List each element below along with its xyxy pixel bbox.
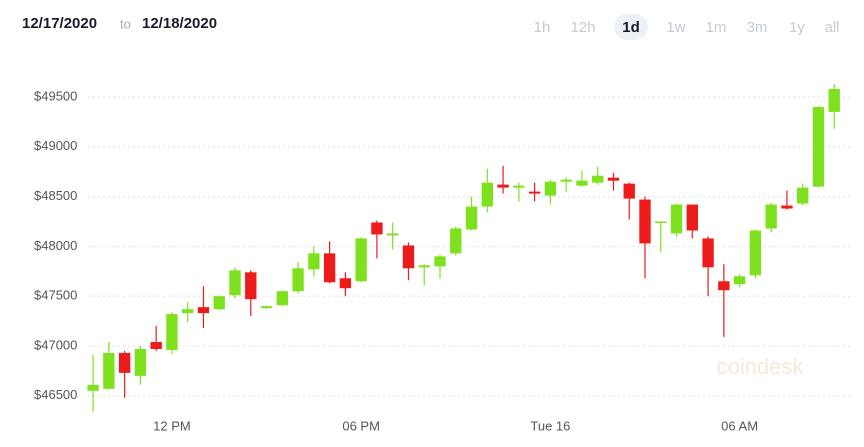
date-separator: to	[120, 16, 131, 31]
candle-body	[812, 106, 825, 187]
candle-body	[402, 245, 415, 269]
candle-body	[339, 278, 352, 289]
candle-body	[781, 205, 793, 209]
x-tick-label: 06 AM	[721, 418, 758, 433]
candle-body	[528, 191, 541, 194]
candle-body	[387, 233, 399, 236]
candle-body	[465, 206, 478, 230]
candle-body	[276, 291, 288, 306]
y-tick-label: $47500	[34, 288, 77, 303]
candle-body	[560, 179, 572, 182]
candle-body	[292, 268, 304, 292]
y-tick-label: $49500	[34, 88, 77, 103]
watermark: coindesk	[717, 354, 805, 379]
candle-body	[481, 182, 493, 207]
candle-body	[623, 183, 635, 199]
candle-body	[134, 348, 147, 376]
y-tick-label: $47000	[34, 337, 77, 352]
candle-body	[245, 272, 257, 300]
date-from: 12/17/2020	[22, 15, 97, 32]
range-button[interactable]: 12h	[570, 19, 595, 36]
candle-body	[828, 89, 840, 112]
candle-body	[197, 307, 210, 314]
candle-body	[323, 253, 336, 283]
candle-body	[592, 175, 604, 183]
candle-body	[166, 314, 178, 350]
candle-body	[513, 185, 525, 188]
candle-body	[497, 184, 509, 188]
candle-body	[655, 221, 667, 223]
range-button[interactable]: all	[824, 19, 839, 36]
candle-body	[702, 238, 714, 268]
range-button[interactable]: 3m	[747, 19, 768, 36]
candle-body	[118, 352, 131, 373]
candle-body	[355, 238, 367, 282]
x-tick-label: Tue 16	[530, 418, 570, 433]
range-button[interactable]: 1y	[789, 19, 805, 36]
candle-body	[182, 309, 194, 314]
candle-body	[229, 270, 241, 296]
candle-body	[733, 276, 746, 285]
candle-body	[450, 228, 462, 254]
candle-body	[308, 253, 320, 270]
candle-body	[686, 204, 698, 231]
candle-body	[213, 296, 225, 310]
y-tick-label: $49000	[34, 138, 77, 153]
candle-body	[576, 180, 588, 186]
candle-body	[150, 342, 162, 349]
range-button[interactable]: 1d	[622, 19, 640, 36]
date-to: 12/18/2020	[142, 15, 217, 32]
candle-body	[103, 352, 115, 389]
x-tick-label: 12 PM	[153, 418, 191, 433]
candle-body	[607, 177, 620, 181]
candle-body	[639, 199, 651, 244]
candle-body	[765, 204, 777, 229]
range-button[interactable]: 1w	[666, 19, 685, 36]
range-button[interactable]: 1m	[706, 19, 727, 36]
y-tick-label: $48500	[34, 188, 77, 203]
candle-body	[797, 187, 809, 204]
candle-body	[434, 256, 446, 267]
candle-body	[87, 384, 99, 391]
candle-body	[260, 306, 273, 309]
x-tick-label: 06 PM	[342, 418, 380, 433]
range-button[interactable]: 1h	[534, 19, 551, 36]
candle-body	[749, 230, 762, 276]
y-tick-label: $48000	[34, 238, 77, 253]
y-tick-label: $46500	[34, 387, 77, 402]
candle-body	[418, 265, 430, 268]
candle-body	[718, 281, 730, 291]
candle-body	[544, 181, 557, 196]
candle-body	[670, 204, 683, 234]
candle-body	[371, 222, 383, 235]
range-active-bg	[614, 14, 648, 40]
